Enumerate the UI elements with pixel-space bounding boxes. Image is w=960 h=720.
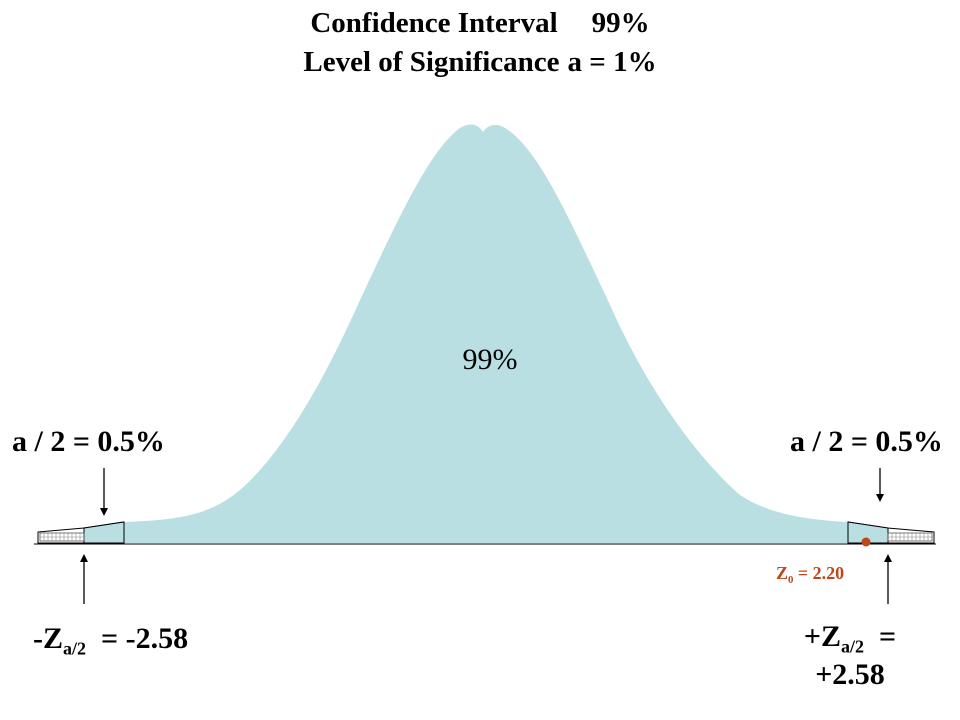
right-z-subscript: a/2: [840, 636, 864, 657]
title-significance-label: Level of Significance: [303, 46, 560, 78]
right-z-prefix: +Z: [803, 620, 841, 653]
test-statistic-marker: [861, 537, 871, 547]
left-tail-region: [37, 521, 125, 544]
right-z-value: +2.58: [815, 658, 885, 691]
test-statistic-label: Z0 = 2.20: [776, 563, 845, 586]
right-z-equals: =: [879, 620, 897, 653]
z0-prefix: Z: [776, 563, 789, 583]
right-tail-region: [847, 521, 935, 544]
acceptance-region: [124, 124, 848, 543]
left-tail-label: a / 2 = 0.5%: [12, 425, 165, 458]
right-tail-label: a / 2 = 0.5%: [790, 425, 943, 458]
right-critical-value-label: +Za/2 = +2.58: [770, 618, 930, 694]
left-z-prefix: -Z: [33, 622, 63, 655]
left-z-value: = -2.58: [101, 622, 189, 655]
title-line-2: Level of Significance a = 1%: [0, 45, 960, 79]
title-confidence-value: 99%: [591, 7, 650, 39]
left-z-subscript: a/2: [63, 638, 87, 659]
title-confidence-label: Confidence Interval: [310, 7, 558, 39]
acceptance-percent-label: 99%: [462, 343, 518, 376]
title-significance-value: a = 1%: [567, 46, 657, 78]
z0-value: = 2.20: [797, 563, 845, 583]
z0-subscript: 0: [788, 573, 794, 586]
title-line-1: Confidence Interval 99%: [0, 6, 960, 40]
left-critical-value-label: -Za/2 = -2.58: [33, 622, 189, 659]
